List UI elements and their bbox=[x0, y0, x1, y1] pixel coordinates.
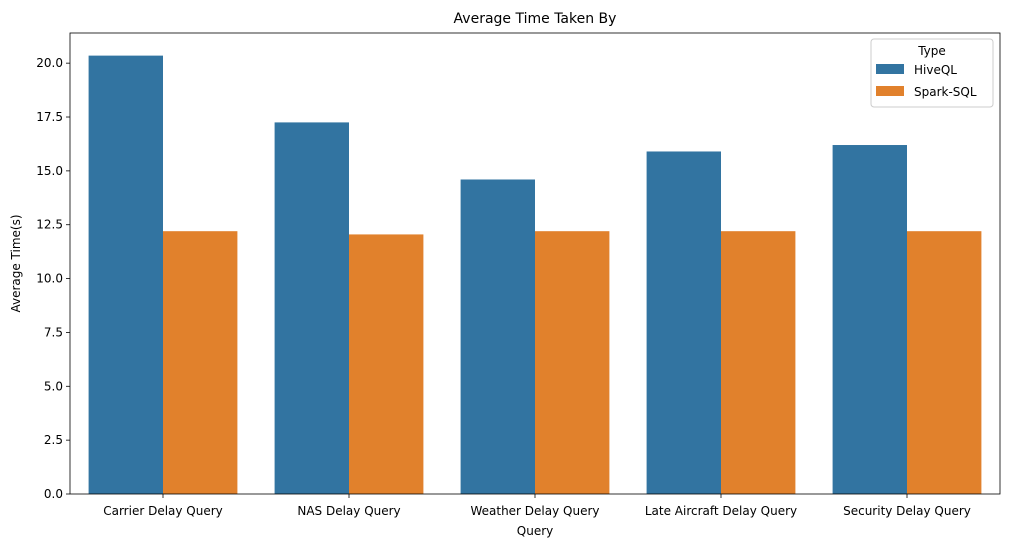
x-axis-title: Query bbox=[517, 524, 553, 538]
legend-label: Spark-SQL bbox=[914, 85, 977, 99]
x-tick-label: Late Aircraft Delay Query bbox=[645, 504, 797, 518]
bar-spark-sql-2 bbox=[349, 234, 424, 495]
legend-swatch-hiveql bbox=[876, 64, 904, 74]
y-tick-label: 0.0 bbox=[44, 487, 63, 501]
y-tick-label: 7.5 bbox=[44, 325, 63, 339]
y-tick-label: 15.0 bbox=[36, 164, 63, 178]
bar-spark-sql-5 bbox=[907, 231, 982, 494]
y-axis: 0.0 2.5 5.0 7.5 10.0 12.5 15.0 17.5 20.0 bbox=[36, 56, 70, 501]
x-tick-label: Security Delay Query bbox=[843, 504, 971, 518]
bar-hiveql-2 bbox=[274, 122, 349, 495]
y-axis-title: Average Time(s) bbox=[9, 214, 23, 312]
bar-spark-sql-1 bbox=[163, 231, 238, 494]
legend-swatch-spark-sql bbox=[876, 86, 904, 96]
legend: Type HiveQL Spark-SQL bbox=[870, 38, 994, 108]
legend-title: Type bbox=[917, 44, 946, 58]
bar-hiveql-3 bbox=[460, 179, 535, 495]
y-tick-label: 5.0 bbox=[44, 379, 63, 393]
x-tick-label: Carrier Delay Query bbox=[103, 504, 223, 518]
x-axis: Carrier Delay Query NAS Delay Query Weathe… bbox=[103, 494, 971, 518]
chart-title: Average Time Taken By bbox=[454, 11, 617, 27]
bar-spark-sql-4 bbox=[721, 231, 796, 494]
y-tick-label: 12.5 bbox=[36, 218, 63, 232]
x-tick-label: NAS Delay Query bbox=[297, 504, 400, 518]
legend-items: HiveQL Spark-SQL bbox=[876, 63, 977, 99]
y-tick-label: 10.0 bbox=[36, 272, 63, 286]
y-tick-label: 2.5 bbox=[44, 433, 63, 447]
bar-spark-sql-3 bbox=[535, 231, 610, 494]
bar-hiveql-4 bbox=[646, 151, 721, 495]
bar-hiveql-5 bbox=[832, 145, 907, 494]
legend-label: HiveQL bbox=[914, 63, 957, 77]
bars-group bbox=[88, 55, 982, 495]
y-tick-label: 17.5 bbox=[36, 110, 63, 124]
bar-hiveql-1 bbox=[88, 55, 163, 495]
x-tick-label: Weather Delay Query bbox=[470, 504, 599, 518]
y-tick-label: 20.0 bbox=[36, 56, 63, 70]
plot-frame bbox=[69, 32, 1001, 495]
